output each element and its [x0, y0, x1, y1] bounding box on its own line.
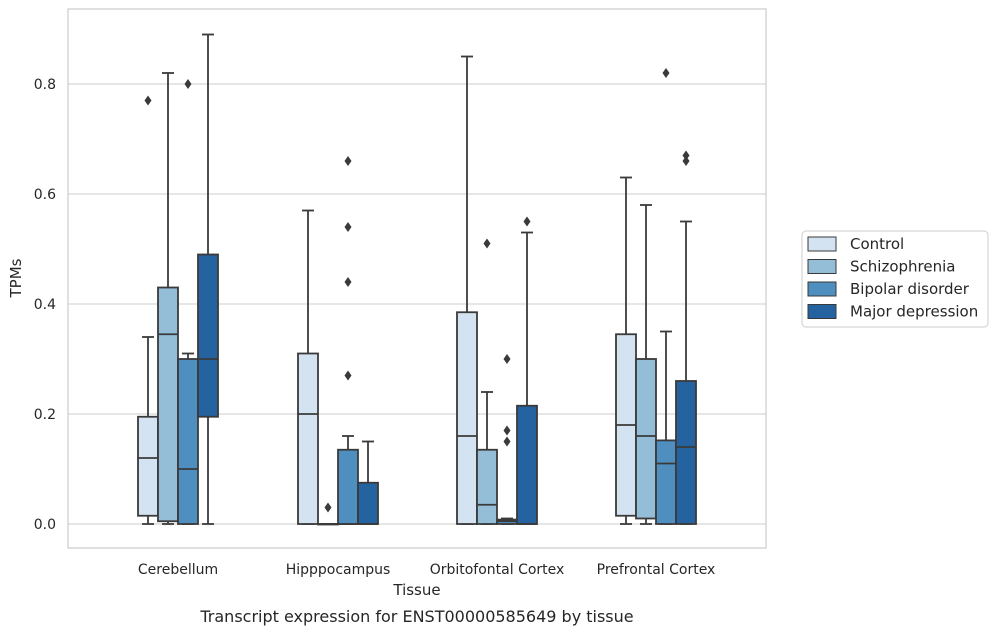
box-element	[337, 156, 359, 525]
box-element	[476, 238, 498, 525]
series-major-depression	[197, 33, 697, 525]
box-body	[675, 380, 697, 525]
outlier-point	[503, 436, 511, 447]
x-tick-label: Hipppocampus	[286, 562, 391, 578]
x-tick-label: Prefrontal Cortex	[597, 562, 716, 578]
box-element	[357, 440, 379, 525]
x-tick-labels: Cerebellum Hipppocampus Orbitofontal Corte…	[138, 562, 715, 578]
box-body	[456, 311, 478, 525]
y-tick-label: 0.6	[34, 187, 56, 203]
chart-caption: Transcript expression for ENST0000058564…	[199, 607, 633, 626]
box-element	[137, 95, 159, 525]
y-tick-label: 0.8	[34, 77, 56, 93]
y-tick-label: 0.4	[34, 297, 56, 313]
box-element	[456, 55, 478, 525]
outlier-point	[662, 68, 670, 78]
box-body	[516, 404, 538, 525]
box-element	[516, 216, 538, 525]
box-body	[197, 253, 219, 418]
legend-swatch	[807, 281, 837, 297]
box-body	[635, 358, 657, 520]
legend-label: Schizophrenia	[850, 258, 955, 276]
outlier-point	[344, 222, 352, 232]
outlier-point	[682, 156, 690, 166]
series-schizophrenia	[157, 72, 657, 526]
outlier-point	[144, 95, 152, 106]
box-body	[337, 448, 359, 525]
y-tick-label: 0.0	[34, 517, 56, 533]
legend-label: Bipolar disorder	[850, 280, 970, 298]
outlier-point	[344, 277, 352, 287]
box-body	[137, 415, 159, 517]
outlier-point	[184, 79, 192, 89]
box-element	[197, 33, 219, 525]
series-control	[137, 55, 637, 525]
legend: Control Schizophrenia Bipolar disorder Majo…	[801, 230, 989, 328]
outlier-point	[503, 354, 511, 364]
legend-swatch	[807, 304, 837, 319]
legend-label: Control	[850, 235, 904, 253]
box-body	[357, 481, 379, 525]
outlier-point	[523, 216, 531, 227]
plot-frame	[67, 8, 767, 549]
legend-label: Major depression	[850, 303, 978, 321]
legend-swatch	[807, 236, 837, 252]
box-element	[177, 79, 199, 525]
outlier-point	[483, 238, 491, 249]
box-body	[297, 352, 319, 525]
outlier-point	[324, 502, 332, 513]
box-element	[496, 354, 518, 525]
y-tick-label: 0.2	[34, 407, 56, 423]
box-body	[476, 448, 498, 525]
box-element	[635, 204, 657, 525]
legend-frame	[801, 230, 989, 328]
x-tick-label: Orbitofontal Cortex	[430, 562, 565, 578]
box-body	[655, 439, 677, 525]
boxes	[137, 33, 697, 526]
y-tick-labels: 0.0 0.2 0.4 0.6 0.8	[34, 77, 56, 533]
series-bipolar-disorder	[177, 68, 677, 525]
box-body	[177, 358, 199, 525]
box-element	[297, 209, 319, 525]
y-axis-label: TPMs	[7, 258, 25, 298]
box-element	[675, 150, 697, 525]
legend-swatch	[807, 259, 837, 274]
outlier-point	[503, 425, 511, 436]
outlier-point	[344, 156, 352, 166]
outlier-point	[682, 150, 690, 161]
x-axis-label: Tissue	[392, 581, 440, 599]
x-tick-label: Cerebellum	[138, 562, 218, 578]
box-body	[157, 286, 179, 523]
outlier-point	[344, 370, 352, 381]
